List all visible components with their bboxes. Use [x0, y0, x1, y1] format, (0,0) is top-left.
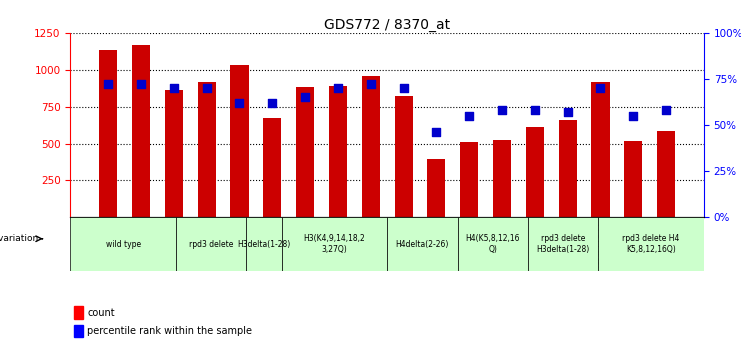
Text: percentile rank within the sample: percentile rank within the sample [87, 326, 252, 336]
Point [398, 85, 410, 91]
Text: H3delta(1-28): H3delta(1-28) [237, 239, 290, 249]
Bar [282, 217, 387, 271]
Bar [246, 217, 282, 271]
Bar [99, 50, 117, 217]
Point [102, 82, 114, 87]
Bar [657, 131, 675, 217]
Bar [528, 217, 598, 271]
Bar [132, 45, 150, 217]
Bar [198, 81, 216, 217]
Bar [457, 217, 528, 271]
Point [594, 85, 606, 91]
Bar [493, 140, 511, 217]
Bar [526, 127, 544, 217]
Bar [362, 76, 380, 217]
Point [201, 85, 213, 91]
Point [496, 108, 508, 113]
Bar [428, 159, 445, 217]
Bar [329, 86, 347, 217]
Point [332, 85, 344, 91]
Bar [230, 65, 248, 217]
Bar [624, 140, 642, 217]
Bar [263, 118, 282, 217]
Text: rpd3 delete: rpd3 delete [189, 239, 233, 249]
Bar [74, 325, 83, 337]
Point [233, 100, 245, 106]
Point [562, 109, 574, 115]
Point [365, 82, 376, 87]
Text: count: count [87, 308, 115, 317]
Point [135, 82, 147, 87]
Bar [460, 142, 478, 217]
Bar [165, 90, 183, 217]
Bar [70, 217, 176, 271]
Text: genotype/variation: genotype/variation [0, 234, 39, 243]
Bar [176, 217, 246, 271]
Bar [296, 87, 314, 217]
Point [529, 108, 541, 113]
Point [168, 85, 180, 91]
Bar [394, 96, 413, 217]
Point [431, 130, 442, 135]
Text: H4(K5,8,12,16
Q): H4(K5,8,12,16 Q) [465, 234, 520, 254]
Point [266, 100, 278, 106]
Text: H4delta(2-26): H4delta(2-26) [396, 239, 449, 249]
Bar [598, 217, 704, 271]
Point [299, 95, 311, 100]
Bar [387, 217, 457, 271]
Title: GDS772 / 8370_at: GDS772 / 8370_at [324, 18, 451, 32]
Bar [559, 120, 576, 217]
Bar [591, 82, 610, 217]
Point [628, 113, 639, 119]
Point [660, 108, 672, 113]
Bar [74, 306, 83, 319]
Text: rpd3 delete
H3delta(1-28): rpd3 delete H3delta(1-28) [536, 234, 590, 254]
Text: H3(K4,9,14,18,2
3,27Q): H3(K4,9,14,18,2 3,27Q) [304, 234, 365, 254]
Text: wild type: wild type [106, 239, 141, 249]
Text: rpd3 delete H4
K5,8,12,16Q): rpd3 delete H4 K5,8,12,16Q) [622, 234, 679, 254]
Point [463, 113, 475, 119]
